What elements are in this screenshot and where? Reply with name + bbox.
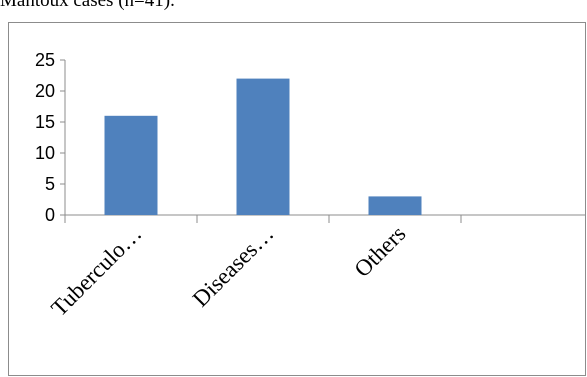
bar [104,115,158,215]
chart-frame [8,22,586,376]
x-tick-label: Others [349,221,410,282]
figure-caption: Mantoux cases (n=41). [0,0,175,11]
x-tick-label: Tuberculo… [46,221,146,321]
x-tick-labels: Tuberculo… Diseases… Others [46,221,410,321]
bars [104,78,422,215]
x-axis [64,214,586,223]
y-tick-label: 5 [45,174,55,194]
y-tick-label: 25 [35,50,55,70]
bar [368,196,422,215]
y-axis: 0 5 10 15 20 25 [35,50,66,225]
y-tick-label: 15 [35,112,55,132]
bar [236,78,290,215]
y-tick-label: 10 [35,143,55,163]
x-tick-label: Diseases… [188,221,279,312]
y-tick-label: 20 [35,81,55,101]
y-tick-label: 0 [45,205,55,225]
